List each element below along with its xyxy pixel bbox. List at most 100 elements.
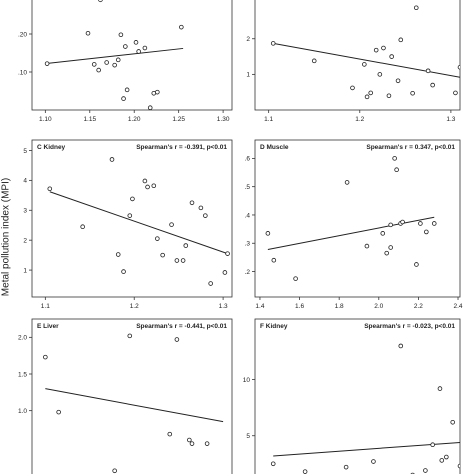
panel-c-data-point bbox=[160, 252, 165, 258]
panel-b-x-tick-label: 1.1 bbox=[264, 116, 273, 123]
panel-d-data-point bbox=[392, 156, 397, 161]
panel-e-data-point bbox=[43, 354, 48, 360]
panel-d-data-point bbox=[388, 245, 393, 250]
panel-f-data-point bbox=[423, 468, 428, 473]
panel-b-data-point bbox=[381, 45, 386, 51]
panel-b-data-point bbox=[364, 94, 370, 100]
panel-a-data-point bbox=[123, 44, 128, 49]
panel-b-data-point bbox=[410, 90, 415, 96]
panel-d-x-tick-label: 1.8 bbox=[335, 303, 344, 310]
panel-e: 1.0 1.5 2.0 E Liver Spearman's r = -0.441, p… bbox=[18, 318, 233, 474]
panel-c-data-point bbox=[225, 251, 230, 256]
panel-a-fit-line bbox=[45, 47, 184, 65]
panel-b-data-point bbox=[373, 47, 379, 53]
panel-c-y-tick-label: 2 bbox=[23, 237, 27, 244]
panel-a-data-point bbox=[115, 57, 121, 63]
panel-c-data-point bbox=[115, 252, 121, 257]
panel-c-data-point bbox=[203, 213, 208, 218]
panel-d-spearman-stat: Spearman's r = 0.347, p<0.01 bbox=[366, 144, 455, 151]
panel-b-data-point bbox=[377, 72, 383, 77]
panel-d-data-point bbox=[271, 257, 277, 263]
panel-d-data-point bbox=[380, 231, 386, 236]
panel-e-frame bbox=[31, 318, 233, 474]
panel-d-data-point bbox=[414, 262, 419, 267]
panel-e-y-tick-label: 2.0 bbox=[18, 335, 27, 342]
panel-d-plot-area bbox=[265, 156, 437, 281]
panel-a-data-point bbox=[142, 45, 148, 51]
panel-d-x-tick-label: 2.2 bbox=[414, 303, 423, 310]
panel-a-x-tick-label: 1.25 bbox=[172, 116, 185, 123]
panel-d-data-point bbox=[400, 219, 405, 225]
panel-c-data-point bbox=[183, 243, 189, 248]
panel-b-data-point bbox=[398, 37, 404, 43]
panel-c-title: C Kidney bbox=[37, 144, 66, 151]
panel-c-data-point bbox=[109, 157, 115, 162]
panel-a-data-point bbox=[136, 49, 141, 54]
panel-e-y-tick-label: 1.5 bbox=[18, 371, 27, 378]
panel-c-data-point bbox=[80, 224, 85, 230]
panel-d-data-point bbox=[418, 221, 423, 226]
panel-d-y-tick-label: .2 bbox=[245, 269, 251, 276]
panel-b: 1.1 1.2 1.3 1 2 bbox=[246, 0, 461, 123]
panel-f-data-point bbox=[457, 463, 460, 469]
panel-f-data-point bbox=[343, 464, 349, 470]
panel-a-data-point bbox=[91, 62, 97, 67]
panel-f-spearman-stat: Spearman's r = -0.023, p<0.01 bbox=[364, 323, 455, 330]
panel-c-x-tick-label: 1.2 bbox=[130, 303, 139, 310]
panel-f-y-tick-label: 10 bbox=[243, 377, 251, 384]
panel-d-data-point bbox=[364, 243, 370, 249]
panel-b-y-tick-label: 2 bbox=[246, 36, 250, 43]
panel-f-data-point bbox=[439, 458, 445, 463]
panel-a-x-tick-label: 1.10 bbox=[39, 116, 52, 123]
panel-b-data-point bbox=[395, 78, 401, 84]
panel-c-data-point bbox=[222, 270, 228, 275]
panel-e-fit-line bbox=[45, 388, 224, 423]
panel-b-data-point bbox=[425, 68, 431, 74]
panel-a-x-tick-label: 1.30 bbox=[217, 116, 230, 123]
panel-c-data-point bbox=[121, 269, 126, 274]
panel-f-plot-area bbox=[270, 343, 460, 474]
panel-c-data-point bbox=[169, 222, 174, 227]
panel-a-y-tick-label: .10 bbox=[18, 69, 27, 76]
panel-c-y-tick-label: 4 bbox=[23, 178, 27, 185]
panel-f-data-point bbox=[444, 454, 449, 460]
panel-a-x-tick-label: 1.15 bbox=[83, 116, 96, 123]
panel-c-data-point bbox=[130, 196, 135, 202]
panel-f: 5 10 F Kidney Spearman's r = -0.023, p<0.01 bbox=[243, 318, 461, 474]
panel-c-data-point bbox=[47, 186, 53, 192]
panel-b-data-point bbox=[270, 41, 276, 46]
panel-c-data-point bbox=[127, 213, 133, 218]
panel-c-y-tick-label: 5 bbox=[23, 148, 27, 155]
panel-d-data-point bbox=[431, 221, 437, 226]
panel-b-data-point bbox=[389, 54, 394, 59]
panel-f-fit-line bbox=[273, 441, 460, 457]
panel-b-plot-area bbox=[270, 5, 460, 100]
panel-f-data-point bbox=[270, 461, 276, 467]
panel-d-x-tick-label: 2.4 bbox=[453, 303, 462, 310]
panel-c-data-point bbox=[189, 200, 195, 206]
panel-b-data-point bbox=[453, 90, 458, 96]
panel-e-title: E Liver bbox=[37, 323, 59, 330]
panel-e-data-point bbox=[127, 333, 133, 339]
panel-c-fit-line bbox=[49, 191, 228, 255]
panel-b-y-tick-label: 1 bbox=[246, 72, 250, 79]
panel-a-data-point bbox=[133, 40, 139, 45]
panel-a-data-point bbox=[147, 105, 153, 110]
panel-c-y-tick-label: 1 bbox=[23, 267, 27, 274]
panel-d-title: D Muscle bbox=[260, 144, 289, 151]
panel-a-data-point bbox=[155, 89, 160, 95]
panel-c-x-tick-label: 1.3 bbox=[219, 303, 228, 310]
panel-e-plot-area bbox=[43, 333, 224, 474]
panel-c-x-tick-label: 1.1 bbox=[41, 303, 50, 310]
panel-e-y-tick-label: 1.0 bbox=[18, 408, 27, 415]
panel-f-data-point bbox=[302, 469, 308, 474]
panel-c-frame bbox=[31, 139, 233, 298]
panel-d-x-tick-label: 2.0 bbox=[374, 303, 383, 310]
panel-c-plot-area bbox=[47, 157, 230, 286]
panel-d-data-point bbox=[344, 180, 350, 185]
panel-e-data-point bbox=[112, 468, 117, 474]
panel-d-data-point bbox=[293, 276, 298, 281]
panel-d-data-point bbox=[394, 167, 399, 173]
panel-a-data-point bbox=[104, 60, 109, 65]
